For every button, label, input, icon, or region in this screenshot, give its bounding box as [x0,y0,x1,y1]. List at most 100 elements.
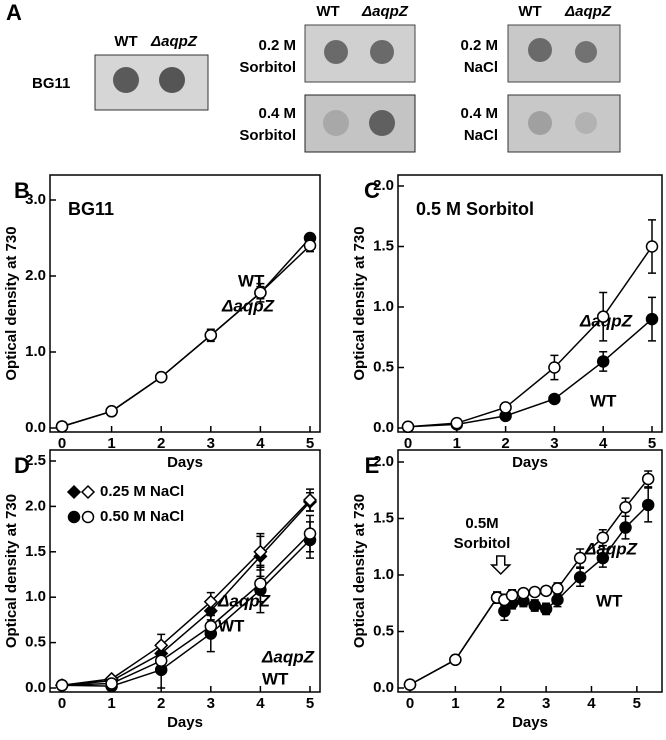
y-tick-label: 1.0 [373,566,394,583]
condition-label: BG11 [32,75,70,92]
spot [323,110,349,136]
y-tick-label: 0.5 [373,622,394,639]
x-tick-label: 1 [107,695,115,712]
arrow-label: Sorbitol [454,535,511,552]
condition-label: NaCl [464,127,498,144]
y-axis-label: Optical density at 730 [351,226,368,380]
x-tick-label: 0 [406,695,414,712]
x-tick-label: 2 [497,695,505,712]
annotation: WT [262,669,289,688]
data-point [154,654,168,668]
annotation: ΔaqpZ [261,647,315,666]
series-line [61,245,311,428]
x-tick-label: 5 [648,435,656,452]
x-tick-label: 5 [306,695,314,712]
data-point [505,589,519,602]
strain-label: WT [316,3,339,20]
data-point [105,405,118,418]
y-tick-label: 1.5 [373,509,394,526]
x-tick-label: 4 [599,435,608,452]
annotation: ΔaqpZ [217,591,271,610]
spot [159,67,185,93]
y-tick-label: 0.0 [25,679,46,696]
x-tick-label: 3 [550,435,558,452]
y-tick-label: 2.0 [25,267,46,284]
y-axis-label: Optical density at 730 [351,494,368,648]
spot [528,38,552,62]
x-tick-label: 0 [404,435,412,452]
plot-frame [49,449,321,693]
data-point [449,653,462,666]
y-tick-label: 3.0 [25,191,46,208]
spot [575,112,597,134]
x-tick-label: 4 [256,695,265,712]
data-point [596,531,610,544]
inset-label: 0.5 M Sorbitol [416,199,534,219]
y-tick-label: 1.0 [25,588,46,605]
spot [324,40,348,64]
annotation: WT [590,391,617,410]
data-point [548,392,561,406]
annotation: WT [596,591,623,610]
data-point [641,472,655,486]
panel-label: A [6,0,22,25]
plate [304,24,416,83]
plate [507,94,621,153]
plate [304,94,416,153]
condition-label: 0.4 M [460,105,498,122]
panel-label: E [365,453,380,478]
arrow [489,555,512,576]
y-axis-label: Optical density at 730 [3,226,20,380]
plate [507,24,621,83]
data-point [645,240,659,253]
data-point [528,585,542,599]
y-axis-label: Optical density at 730 [3,494,20,648]
y-tick-label: 0.5 [25,634,46,651]
x-axis-label: Days [512,714,548,731]
data-point [619,500,632,514]
annotation: ΔaqpZ [584,539,638,558]
y-tick-label: 0.0 [25,419,46,436]
data-point [254,577,267,590]
strain-label: ΔaqpZ [361,3,409,20]
panel-label: B [14,178,30,203]
panel-label: D [14,453,30,478]
series-line [61,539,311,687]
condition-label: 0.2 M [258,37,296,54]
x-axis-label: Days [167,454,203,471]
x-tick-label: 1 [453,435,461,452]
series-line [61,501,311,687]
strain-label: WT [114,33,137,50]
plot-frame [397,449,663,693]
strain-label: WT [518,3,541,20]
data-point [403,678,417,691]
condition-label: 0.4 M [258,105,296,122]
legend-label: 0.50 M NaCl [100,508,184,525]
spot [113,67,139,93]
y-tick-label: 0.0 [373,679,394,696]
plot-frame [397,174,663,433]
panel-label: C [364,178,380,203]
x-tick-label: 1 [451,695,459,712]
data-point [204,620,218,633]
annotation: WT [238,271,265,290]
x-tick-label: 4 [256,435,265,452]
data-point [645,312,659,326]
series-line [61,533,311,687]
data-point [203,603,218,618]
y-tick-label: 1.5 [25,543,46,560]
data-point [154,370,168,384]
inset-label: BG11 [68,199,114,219]
data-point [55,420,69,433]
data-point [573,551,587,565]
plate-images [94,24,621,153]
series-line [61,237,311,428]
spot [528,111,552,135]
data-point [517,586,530,600]
x-tick-label: 0 [58,695,66,712]
data-point [539,584,553,598]
data-point [401,420,415,434]
x-axis-label: Days [512,454,548,471]
data-point [573,571,587,584]
data-point [105,677,118,690]
